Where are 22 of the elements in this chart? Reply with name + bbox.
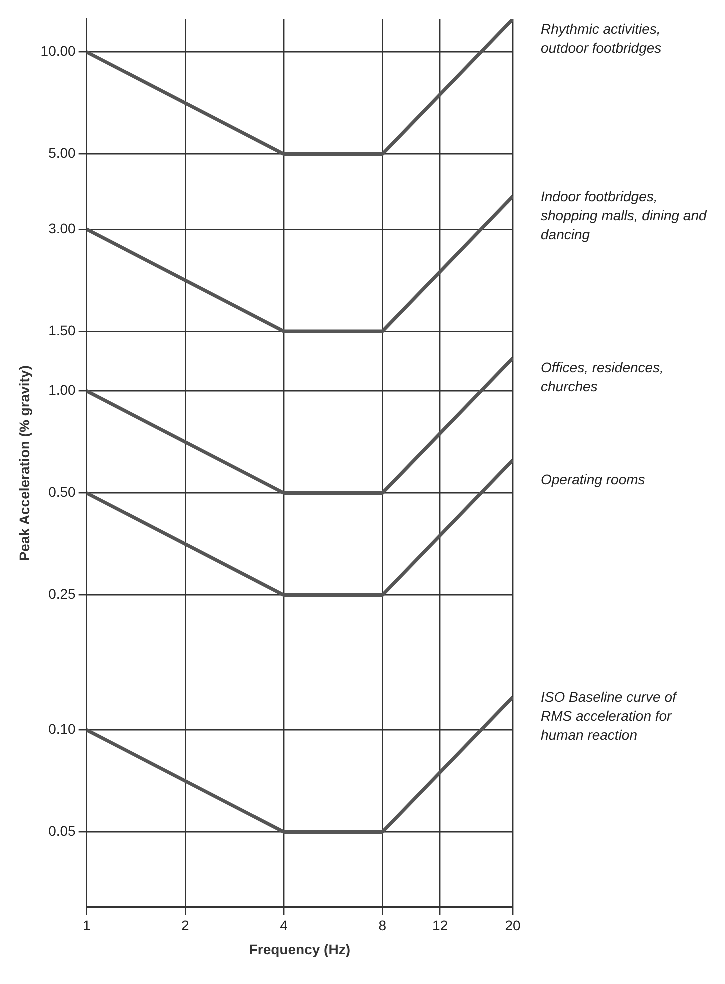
x-tick-label: 2 (182, 918, 190, 934)
y-tick-label: 0.10 (48, 721, 76, 738)
y-tick-label: 0.50 (48, 484, 76, 500)
text: Operating rooms (541, 471, 646, 488)
y-tick-label: 1.50 (48, 322, 76, 338)
x-tick-label: 20 (505, 918, 521, 934)
y-tick-label: 0.25 (48, 586, 76, 602)
x-axis-title: Frequency (Hz) (249, 941, 350, 958)
x-tick-label: 4 (280, 918, 288, 934)
x-tick-label: 12 (432, 918, 448, 934)
y-tick-label: 10.00 (40, 43, 76, 60)
text: Indoor footbridges, shopping malls, dining and dancing (541, 188, 708, 243)
y-tick-label: 5.00 (48, 145, 76, 162)
x-tick-label: 8 (378, 918, 387, 934)
y-tick-label: 0.05 (48, 823, 76, 840)
y-tick-label: 3.00 (48, 220, 76, 236)
y-axis-title: Peak Acceleration (% gravity) (16, 366, 32, 562)
text: ISO Baseline curve of RMS acceleration for human reaction (541, 689, 679, 744)
text: Rhythmic activities, outdoor footbridges (541, 20, 662, 56)
text: Offices, residences, churches (541, 360, 664, 395)
y-tick-label: 1.00 (48, 382, 76, 398)
x-tick-label: 1 (82, 918, 91, 934)
